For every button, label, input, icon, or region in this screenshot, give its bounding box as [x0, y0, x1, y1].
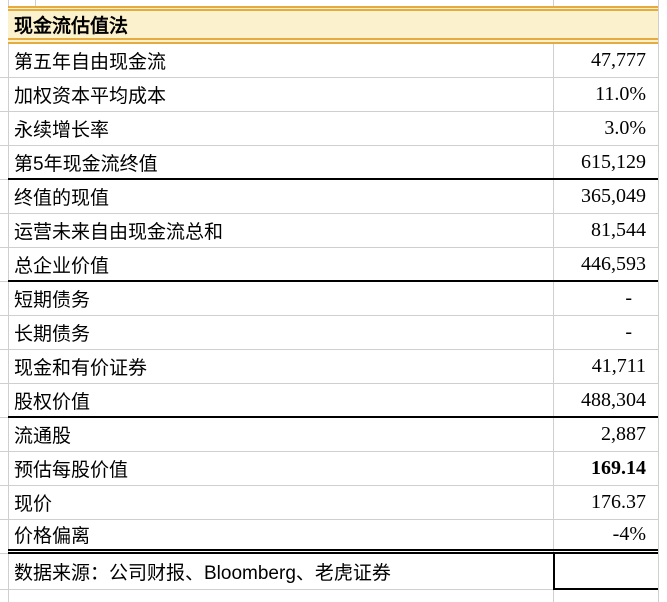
data-source-cell[interactable]: 数据来源：公司财报、Bloomberg、老虎证券 [8, 554, 553, 590]
row-label-cell[interactable]: 第5年现金流终值 [8, 146, 553, 180]
row-label-cell[interactable]: 终值的现值 [8, 180, 553, 214]
gridline-top-stub [35, 0, 36, 7]
row-margin [0, 248, 8, 282]
row-label-cell[interactable]: 现金和有价证券 [8, 350, 553, 384]
gridline-column-divider [553, 0, 554, 602]
row-label-cell[interactable]: 永续增长率 [8, 112, 553, 146]
gridline-left [8, 0, 9, 602]
table-row: 预估每股价值 169.14 [0, 452, 658, 486]
table-row: 第5年现金流终值 615,129 [0, 146, 658, 180]
row-margin [0, 418, 8, 452]
table-row: 总企业价值 446,593 [0, 248, 658, 282]
row-value-cell[interactable]: -4% [553, 520, 658, 554]
row-value-cell[interactable]: 3.0% [553, 112, 658, 146]
row-value-cell[interactable]: 47,777 [553, 44, 658, 78]
row-value-cell[interactable]: - [553, 282, 658, 316]
row-margin [0, 6, 8, 44]
table-row: 流通股 2,887 [0, 418, 658, 452]
row-label-cell[interactable]: 股权价值 [8, 384, 553, 418]
row-margin [0, 214, 8, 248]
row-label-cell[interactable]: 总企业价值 [8, 248, 553, 282]
gridline-right [658, 0, 659, 602]
row-value-cell[interactable]: 615,129 [553, 146, 658, 180]
row-value-cell[interactable]: 446,593 [553, 248, 658, 282]
table-row: 现价 176.37 [0, 486, 658, 520]
row-margin [0, 554, 8, 590]
row-margin [0, 282, 8, 316]
row-margin [0, 486, 8, 520]
row-label-cell[interactable]: 现价 [8, 486, 553, 520]
row-label-cell[interactable]: 短期债务 [8, 282, 553, 316]
row-margin [0, 78, 8, 112]
table-row: 长期债务 - [0, 316, 658, 350]
row-margin [0, 146, 8, 180]
footer-empty-cell[interactable] [553, 554, 658, 590]
row-margin [0, 350, 8, 384]
table-row: 股权价值 488,304 [0, 384, 658, 418]
row-value-cell[interactable]: - [553, 316, 658, 350]
row-margin [0, 112, 8, 146]
row-value-cell[interactable]: 176.37 [553, 486, 658, 520]
table-row: 终值的现值 365,049 [0, 180, 658, 214]
row-value-cell[interactable]: 2,887 [553, 418, 658, 452]
table-row: 短期债务 - [0, 282, 658, 316]
section-header-cell[interactable]: 现金流估值法 [8, 6, 658, 44]
table-row: 价格偏离 -4% [0, 520, 658, 554]
row-label-cell[interactable]: 第五年自由现金流 [8, 44, 553, 78]
row-value-cell[interactable]: 81,544 [553, 214, 658, 248]
table-row: 运营未来自由现金流总和 81,544 [0, 214, 658, 248]
row-value-cell[interactable]: 488,304 [553, 384, 658, 418]
data-source-row: 数据来源：公司财报、Bloomberg、老虎证券 [0, 554, 658, 590]
row-margin [0, 520, 8, 554]
row-label-cell[interactable]: 长期债务 [8, 316, 553, 350]
row-value-cell[interactable]: 365,049 [553, 180, 658, 214]
row-margin [0, 180, 8, 214]
section-header-row: 现金流估值法 [0, 6, 658, 44]
row-label-cell[interactable]: 运营未来自由现金流总和 [8, 214, 553, 248]
table-row: 加权资本平均成本 11.0% [0, 78, 658, 112]
row-value-cell[interactable]: 11.0% [553, 78, 658, 112]
row-label-cell[interactable]: 流通股 [8, 418, 553, 452]
row-label-cell[interactable]: 预估每股价值 [8, 452, 553, 486]
row-margin [0, 316, 8, 350]
table-row: 第五年自由现金流 47,777 [0, 44, 658, 78]
row-margin [0, 452, 8, 486]
valuation-table: 现金流估值法 第五年自由现金流 47,777 加权资本平均成本 11.0% 永续… [0, 6, 658, 590]
row-label-cell[interactable]: 价格偏离 [8, 520, 553, 554]
table-row: 永续增长率 3.0% [0, 112, 658, 146]
row-margin [0, 44, 8, 78]
row-label-cell[interactable]: 加权资本平均成本 [8, 78, 553, 112]
table-row: 现金和有价证券 41,711 [0, 350, 658, 384]
row-margin [0, 384, 8, 418]
row-value-cell[interactable]: 169.14 [553, 452, 658, 486]
row-value-cell[interactable]: 41,711 [553, 350, 658, 384]
